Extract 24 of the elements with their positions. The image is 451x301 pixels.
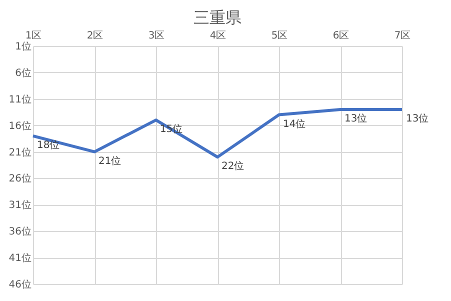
data-label: 13位 <box>406 112 429 124</box>
y-tick-label: 26位 <box>8 172 32 185</box>
y-tick-label: 6位 <box>15 66 32 79</box>
x-tick-label: 4区 <box>210 30 226 42</box>
y-tick-label: 36位 <box>8 226 32 238</box>
data-label: 21位 <box>98 154 122 167</box>
x-tick-label: 1区 <box>25 30 42 42</box>
y-tick-label: 1位 <box>15 40 32 52</box>
x-tick-label: 3区 <box>148 30 165 42</box>
chart-title: 三重県 <box>194 8 242 27</box>
data-label: 18位 <box>37 138 60 151</box>
data-label: 14位 <box>283 118 306 130</box>
x-tick-label: 6区 <box>332 30 350 42</box>
x-tick-label: 5区 <box>271 30 288 42</box>
data-label: 22位 <box>222 160 244 172</box>
y-tick-label: 16位 <box>8 120 32 132</box>
x-tick-label: 7区 <box>394 30 411 42</box>
x-tick-label: 2区 <box>86 30 104 42</box>
y-tick-label: 21位 <box>8 146 32 158</box>
data-label: 13位 <box>344 112 368 124</box>
y-tick-label: 11位 <box>8 93 32 106</box>
y-tick-label: 46位 <box>8 278 32 290</box>
y-tick-label: 31位 <box>8 199 32 212</box>
y-tick-label: 41位 <box>8 252 32 264</box>
